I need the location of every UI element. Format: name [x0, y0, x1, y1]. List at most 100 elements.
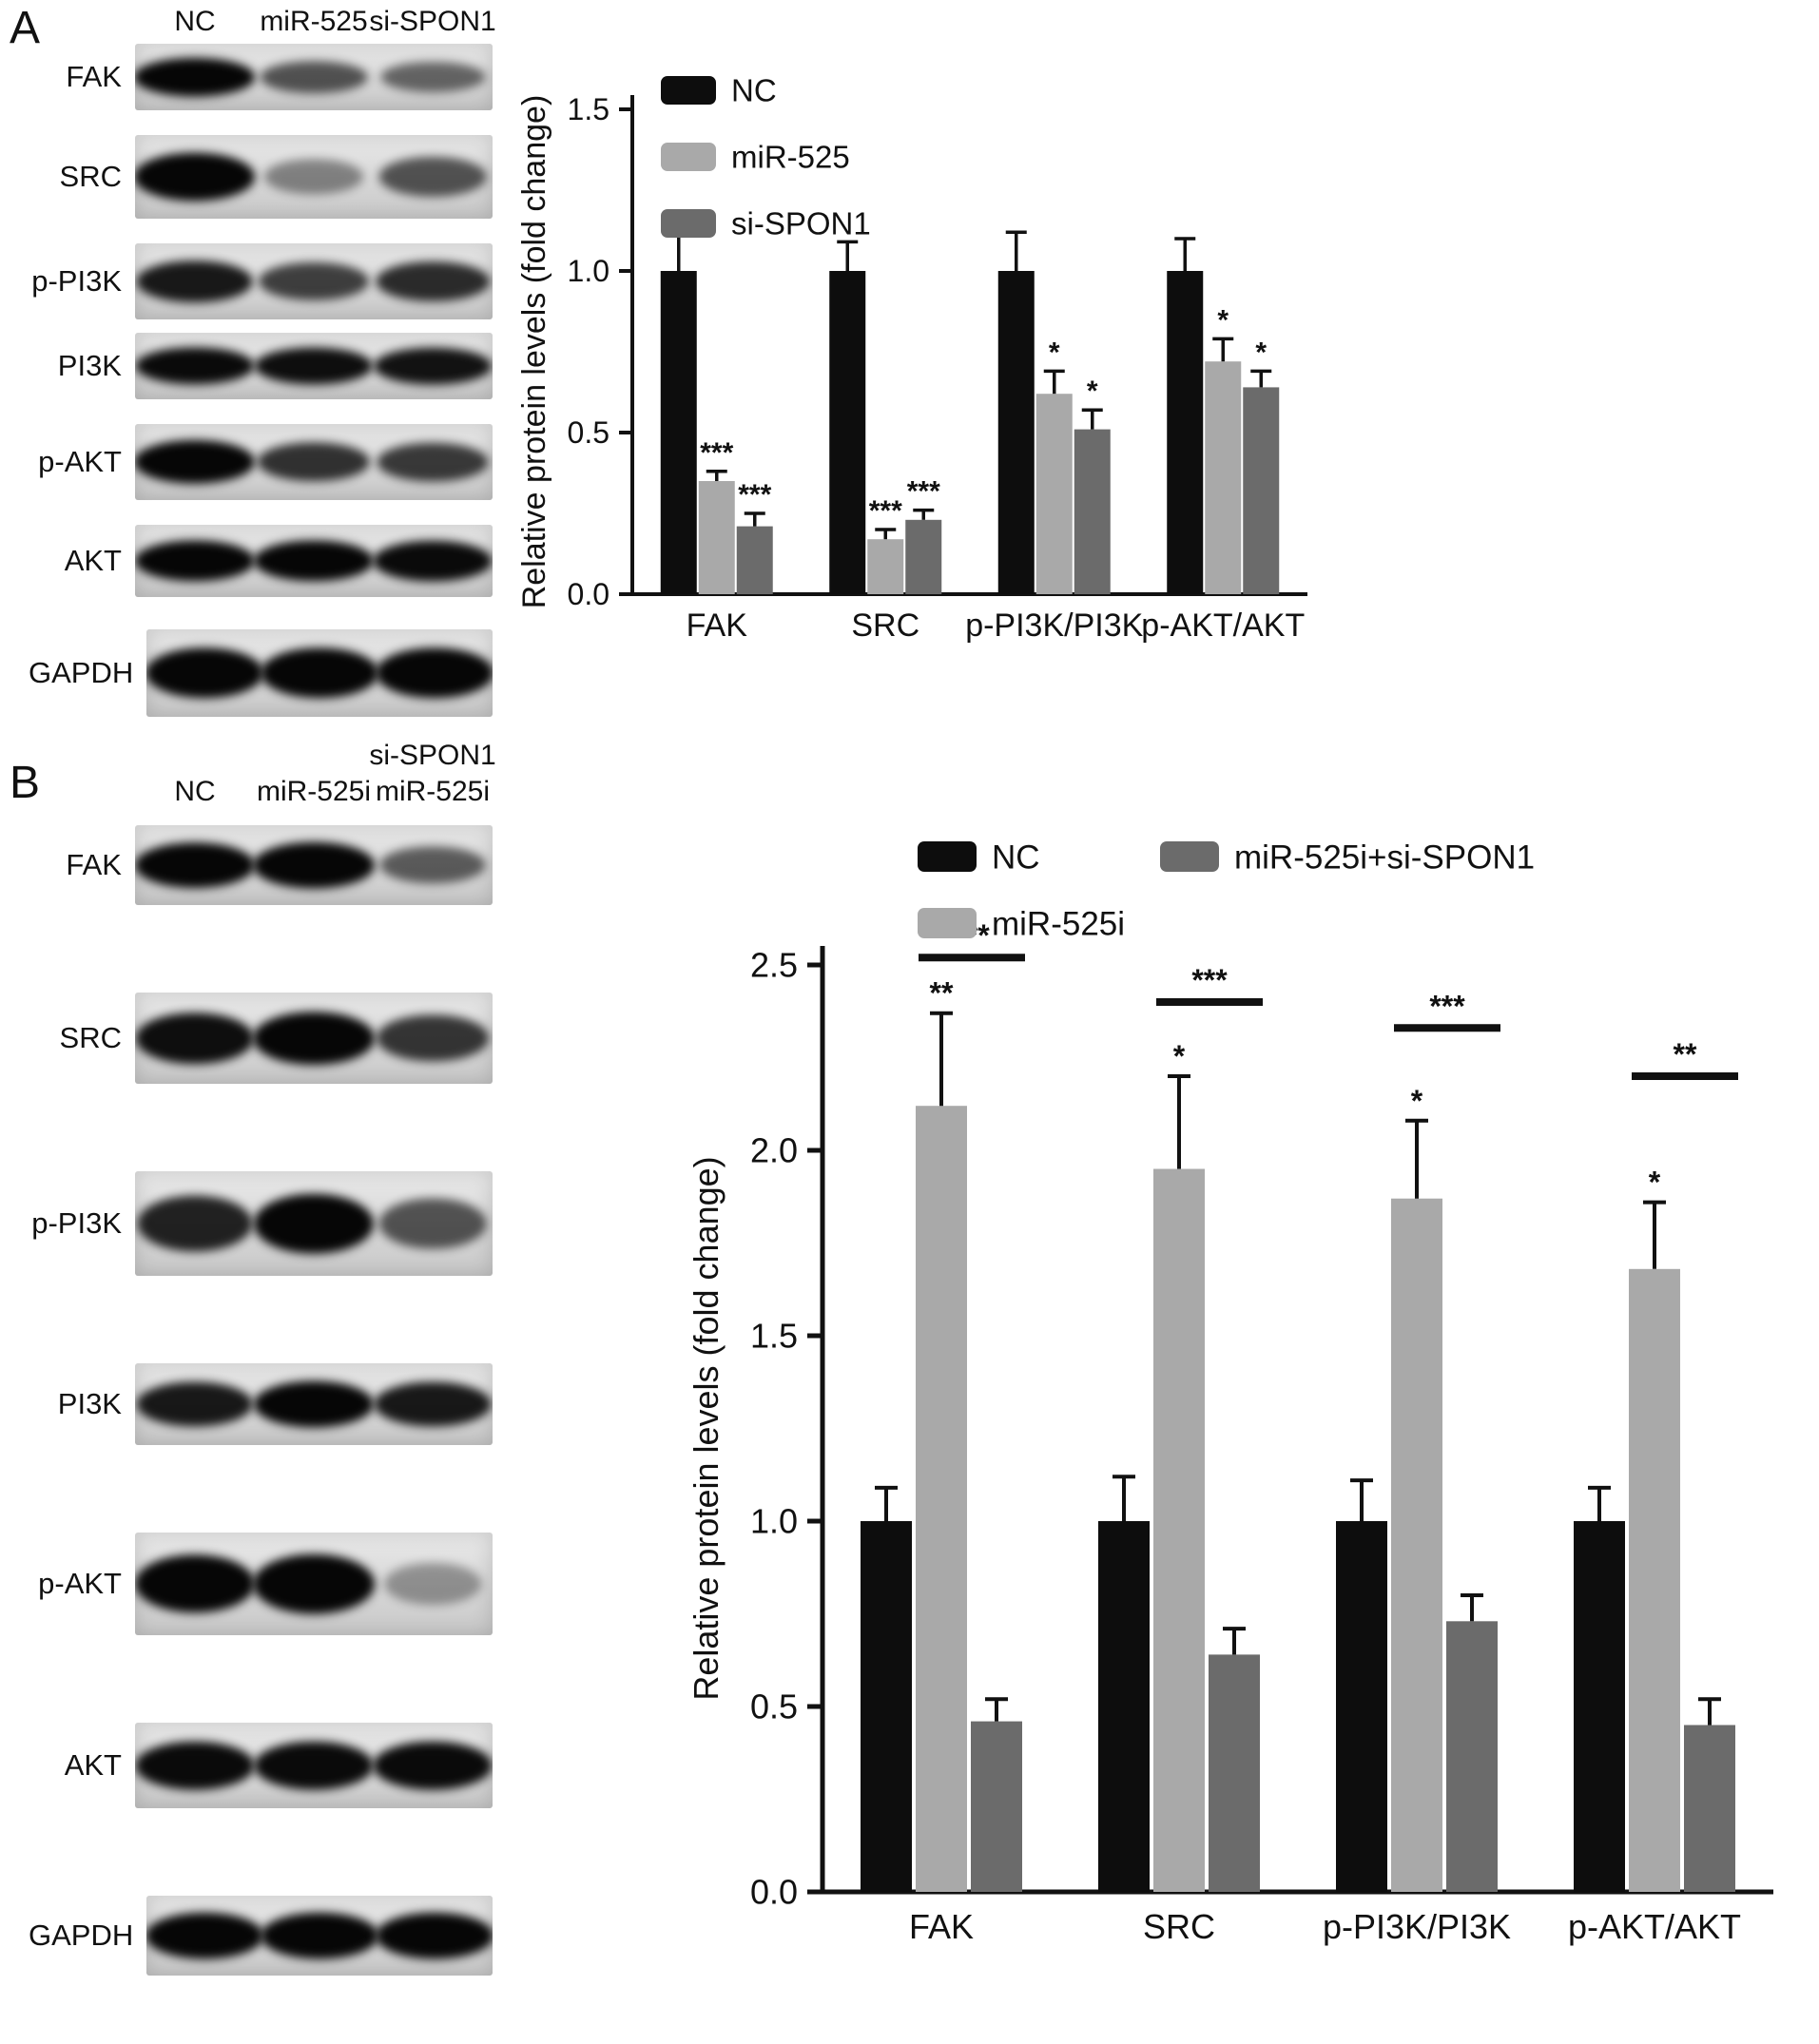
blot-band	[379, 846, 486, 884]
blot-band	[376, 1912, 493, 1959]
svg-text:2.5: 2.5	[750, 946, 798, 985]
blot-strip-gapdh-b	[146, 1896, 493, 1976]
blot-strip-src-a	[135, 135, 493, 219]
svg-text:0.5: 0.5	[568, 415, 610, 450]
blot-band	[253, 1553, 375, 1614]
blot-band	[261, 1912, 378, 1959]
svg-text:**: **	[930, 976, 954, 1011]
blot-row-ppi3k-a: p-PI3K	[29, 243, 493, 319]
svg-text:p-AKT/AKT: p-AKT/AKT	[1141, 607, 1305, 644]
svg-text:***: ***	[1429, 989, 1465, 1023]
blot-band	[135, 1012, 254, 1064]
svg-text:***: ***	[1191, 963, 1228, 997]
blot-row-gapdh-a: GAPDH	[29, 629, 493, 717]
blot-band	[373, 540, 493, 582]
blot-strip-pakt-b	[135, 1533, 493, 1635]
svg-text:si-SPON1: si-SPON1	[731, 206, 871, 241]
blot-band	[146, 1912, 263, 1959]
protein-label-fak-b: FAK	[66, 848, 122, 881]
svg-text:miR-525i: miR-525i	[992, 905, 1125, 942]
svg-text:Relative protein levels (fold: Relative protein levels (fold change)	[516, 95, 552, 609]
blot-strip-pi3k-b	[135, 1363, 493, 1445]
lane-label-nc-a: NC	[174, 6, 216, 37]
blot-strip-fak-a	[135, 44, 493, 110]
blot-strip-ppi3k-b	[135, 1171, 493, 1276]
blot-band	[253, 1380, 375, 1428]
blot-band	[261, 647, 378, 699]
blot-band	[253, 841, 375, 889]
blot-band	[257, 442, 371, 482]
blot-band	[135, 152, 256, 202]
svg-text:*: *	[1411, 1084, 1423, 1118]
blot-band	[263, 159, 364, 195]
blot-band	[260, 61, 368, 93]
blot-band	[374, 347, 493, 385]
svg-text:***: ***	[869, 495, 902, 527]
protein-label-akt-b: AKT	[64, 1748, 122, 1782]
svg-text:miR-525: miR-525	[731, 140, 850, 175]
svg-text:*: *	[1049, 337, 1060, 368]
blot-band	[379, 156, 487, 198]
blot-band	[376, 261, 491, 301]
lane-label-sispon1-a: si-SPON1	[369, 6, 496, 37]
blot-band	[137, 1195, 253, 1252]
svg-text:***: ***	[700, 437, 733, 469]
blot-row-src-a: SRC	[29, 135, 493, 219]
svg-text:SRC: SRC	[1143, 1907, 1215, 1946]
svg-text:**: **	[1674, 1037, 1697, 1071]
blot-row-akt-b: AKT	[29, 1723, 493, 1808]
svg-text:1.5: 1.5	[750, 1317, 798, 1356]
blot-row-pakt-a: p-AKT	[29, 424, 493, 500]
svg-text:NC: NC	[992, 839, 1040, 876]
svg-text:0.0: 0.0	[568, 577, 610, 611]
blot-row-pakt-b: p-AKT	[29, 1533, 493, 1635]
svg-text:p-PI3K/PI3K: p-PI3K/PI3K	[965, 607, 1143, 644]
blot-strip-akt-b	[135, 1723, 493, 1808]
blot-band	[135, 1554, 255, 1613]
svg-text:0.0: 0.0	[750, 1873, 798, 1912]
protein-label-fak-a: FAK	[66, 60, 122, 93]
svg-text:*: *	[1255, 337, 1267, 368]
blot-band	[380, 61, 485, 93]
blot-strip-gapdh-a	[146, 629, 493, 717]
panel-b-blots: FAK SRC p-PI3K PI3K p-AKT AKT GAPDH	[29, 825, 493, 1976]
svg-text:*: *	[1649, 1166, 1661, 1200]
protein-label-gapdh-b: GAPDH	[29, 1919, 134, 1952]
svg-text:2.0: 2.0	[750, 1131, 798, 1170]
blot-band	[379, 1198, 487, 1249]
svg-text:***: ***	[907, 476, 940, 508]
protein-label-pi3k-a: PI3K	[57, 349, 122, 382]
blot-row-gapdh-b: GAPDH	[29, 1896, 493, 1976]
blot-band	[374, 1381, 492, 1427]
svg-text:0.5: 0.5	[750, 1687, 798, 1726]
blot-band	[377, 1014, 490, 1062]
svg-text:*: *	[1173, 1039, 1186, 1073]
blot-row-pi3k-b: PI3K	[29, 1363, 493, 1445]
blot-band	[254, 347, 374, 385]
blot-row-ppi3k-b: p-PI3K	[29, 1171, 493, 1276]
blot-band	[373, 1741, 493, 1790]
blot-row-pi3k-a: PI3K	[29, 333, 493, 399]
protein-label-gapdh-a: GAPDH	[29, 656, 134, 689]
svg-text:1.0: 1.0	[750, 1502, 798, 1541]
protein-label-akt-a: AKT	[64, 544, 122, 577]
blot-row-fak-b: FAK	[29, 825, 493, 905]
blot-row-akt-a: AKT	[29, 525, 493, 597]
blot-strip-pakt-a	[135, 424, 493, 500]
blot-row-src-b: SRC	[29, 993, 493, 1084]
protein-label-ppi3k-b: p-PI3K	[31, 1206, 122, 1240]
svg-text:Relative protein levels (fold: Relative protein levels (fold change)	[687, 1156, 726, 1700]
blot-band	[135, 842, 255, 888]
blot-row-fak-a: FAK	[29, 44, 493, 110]
blot-band	[259, 261, 369, 301]
blot-band	[135, 439, 256, 485]
lane-label-sispon1-mir525i-b: miR-525i	[375, 776, 491, 807]
protein-label-pi3k-b: PI3K	[57, 1387, 122, 1420]
svg-text:FAK: FAK	[687, 607, 748, 644]
blot-band	[135, 540, 255, 582]
lane-label-mir525i-b: miR-525i	[256, 776, 372, 807]
blot-band	[377, 442, 489, 482]
lane-label-mir525-a: miR-525	[260, 6, 368, 37]
svg-text:1.0: 1.0	[568, 254, 610, 288]
